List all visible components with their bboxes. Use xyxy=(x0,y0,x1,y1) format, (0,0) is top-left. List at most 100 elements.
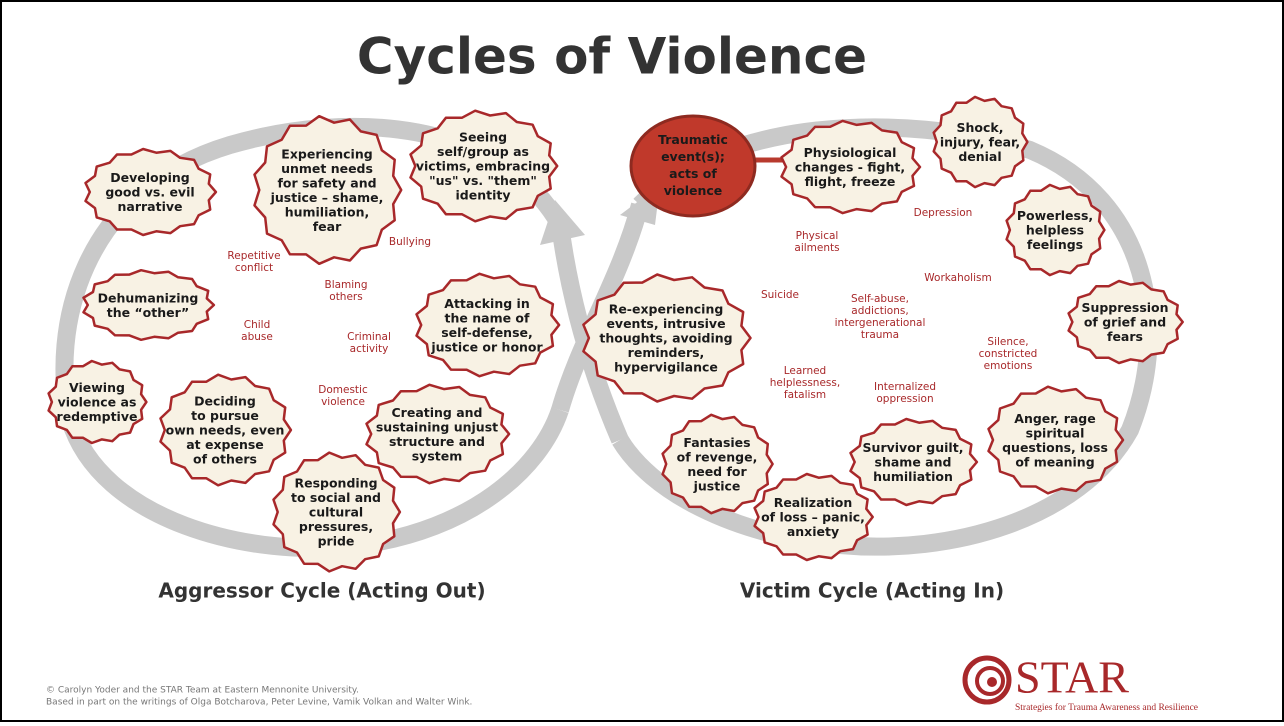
node-text: Seeing xyxy=(459,130,507,145)
node-text: at expense xyxy=(186,437,264,452)
node-text: system xyxy=(412,448,463,463)
footer-text: © Carolyn Yoder and the STAR Team at Eas… xyxy=(46,686,359,696)
bubble xyxy=(365,383,511,485)
caption: Aggressor Cycle (Acting Out) xyxy=(158,579,485,603)
node-text: unmet needs xyxy=(281,161,373,176)
event-text: event(s); xyxy=(661,149,725,164)
logo-tagline: Strategies for Trauma Awareness and Resi… xyxy=(1015,702,1198,713)
label-text: helplessness, xyxy=(770,377,840,389)
node-text: own needs, even xyxy=(166,423,285,438)
title: Cycles of Violence xyxy=(357,28,867,86)
node-text: Fantasies xyxy=(683,435,750,450)
bubble xyxy=(1005,183,1106,277)
node-text: Powerless, xyxy=(1017,208,1093,223)
caption: Victim Cycle (Acting In) xyxy=(740,579,1004,603)
bubble xyxy=(159,373,293,487)
node-text: Realization xyxy=(774,495,853,510)
bubble xyxy=(415,272,561,378)
node-text: fear xyxy=(313,219,342,234)
node-text: Survivor guilt, xyxy=(863,440,964,455)
bubble xyxy=(82,268,216,342)
node-text: denial xyxy=(958,149,1001,164)
logo-mark xyxy=(962,655,1012,705)
node-text: to pursue xyxy=(191,408,259,423)
label-text: others xyxy=(329,291,362,303)
node-text: helpless xyxy=(1026,223,1084,238)
bubble xyxy=(84,147,218,237)
node-text: self/group as xyxy=(437,144,529,159)
node-text: narrative xyxy=(118,199,183,214)
node-text: for safety and xyxy=(277,175,376,190)
node-text: to social and xyxy=(291,490,381,505)
bubble xyxy=(661,413,774,515)
node-text: pride xyxy=(318,534,355,549)
bubble xyxy=(932,95,1029,189)
node-text: flight, freeze xyxy=(805,174,896,189)
node-text: of grief and xyxy=(1084,315,1166,330)
label-text: emotions xyxy=(984,360,1033,372)
event-text: Traumatic xyxy=(658,132,728,147)
node-text: justice xyxy=(693,478,741,493)
bubble xyxy=(753,472,874,562)
bubble xyxy=(47,359,148,445)
node-text: sustaining unjust xyxy=(376,419,498,434)
node-text: Anger, rage xyxy=(1014,411,1095,426)
node-text: the “other” xyxy=(107,305,189,320)
bubble xyxy=(780,119,922,215)
event-bubble xyxy=(629,114,757,218)
label-text: Domestic xyxy=(318,384,368,396)
label-text: Suicide xyxy=(761,289,799,301)
bubble xyxy=(253,114,403,266)
node-text: Dehumanizing xyxy=(98,290,199,305)
node-text: need for xyxy=(687,464,747,479)
label-text: Learned xyxy=(784,365,826,377)
logo-mark xyxy=(975,666,1005,696)
bubble xyxy=(849,417,979,507)
label-text: Child xyxy=(244,319,271,331)
node-text: reminders, xyxy=(628,345,705,360)
label-text: abuse xyxy=(241,331,273,343)
node-text: Developing xyxy=(110,170,189,185)
node-text: victims, embracing xyxy=(416,159,550,174)
node-text: self-defense, xyxy=(441,325,533,340)
node-text: of loss – panic, xyxy=(761,510,865,525)
label-text: intergenerational xyxy=(835,317,926,329)
label-text: Internalized xyxy=(874,381,936,393)
node-text: Shock, xyxy=(957,120,1004,135)
logo: STAR Strategies for Trauma Awareness and… xyxy=(962,652,1198,713)
label-text: Depression xyxy=(914,207,973,219)
node-text: violence as xyxy=(58,395,137,410)
bubble xyxy=(1067,279,1184,365)
node-text: "us" vs. "them" xyxy=(429,173,537,188)
node-text: of meaning xyxy=(1015,454,1094,469)
label-text: Blaming xyxy=(324,279,367,291)
node-text: Deciding xyxy=(194,394,256,409)
node-text: Physiological xyxy=(804,145,897,160)
label-text: oppression xyxy=(876,393,933,405)
node-text: of others xyxy=(193,452,257,467)
label-text: fatalism xyxy=(784,389,826,401)
cross-arrow xyxy=(551,223,629,444)
label-text: Silence, xyxy=(987,336,1028,348)
node-text: the name of xyxy=(445,310,530,325)
node-text: Responding xyxy=(294,476,377,491)
node-text: thoughts, avoiding xyxy=(599,331,732,346)
bubble xyxy=(272,451,402,573)
node-text: shame and xyxy=(875,455,952,470)
node-text: pressures, xyxy=(299,519,373,534)
logo-name: STAR xyxy=(1015,652,1129,703)
bubble xyxy=(582,273,752,403)
node-text: cultural xyxy=(309,505,363,520)
label-text: Workaholism xyxy=(924,272,991,284)
node-text: identity xyxy=(456,188,511,203)
node-text: good vs. evil xyxy=(105,185,194,200)
event-text: acts of xyxy=(669,166,717,181)
bubble xyxy=(409,109,559,223)
label-text: addictions, xyxy=(851,305,908,317)
node-text: Viewing xyxy=(69,380,125,395)
node-text: Suppression xyxy=(1081,300,1168,315)
node-text: humiliation, xyxy=(285,204,370,219)
node-text: hypervigilance xyxy=(614,360,718,375)
node-text: events, intrusive xyxy=(606,316,725,331)
